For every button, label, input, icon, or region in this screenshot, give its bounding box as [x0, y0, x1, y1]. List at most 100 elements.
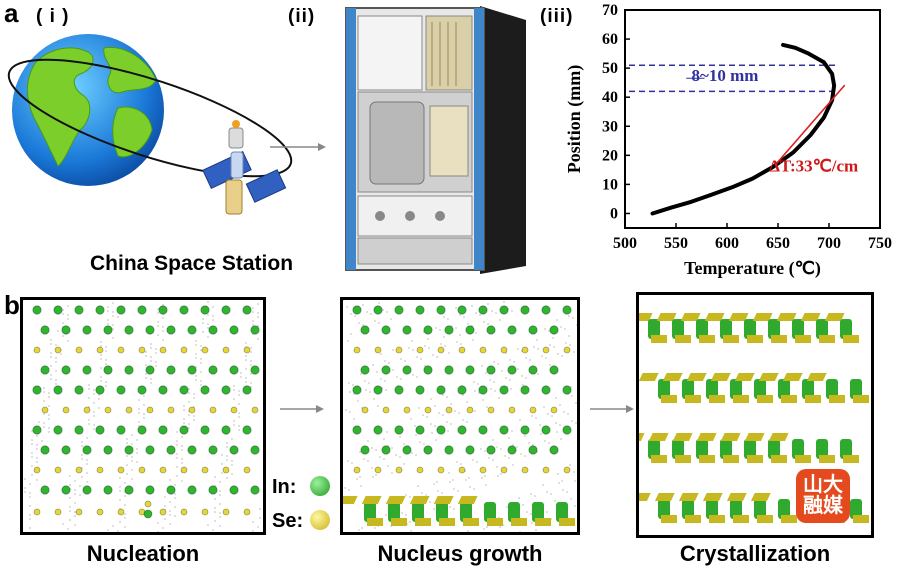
- background-dot: [358, 322, 360, 324]
- in-atom: [373, 425, 383, 435]
- in-column: [412, 502, 424, 522]
- background-dot: [367, 440, 369, 442]
- background-dot: [447, 430, 449, 432]
- background-dot: [250, 373, 252, 375]
- in-atom: [549, 365, 559, 375]
- background-dot: [67, 528, 69, 530]
- se-atom: [500, 466, 508, 474]
- in-column: [850, 499, 862, 519]
- background-dot: [411, 452, 413, 454]
- background-dot: [370, 313, 372, 315]
- background-dot: [55, 383, 57, 385]
- plot-frame: [624, 9, 881, 229]
- background-dot: [544, 328, 546, 330]
- background-dot: [356, 478, 358, 480]
- legend-in-swatch: [310, 476, 330, 496]
- background-dot: [519, 419, 521, 421]
- background-dot: [200, 358, 202, 360]
- in-atom: [415, 305, 425, 315]
- background-dot: [169, 510, 171, 512]
- background-dot: [119, 521, 121, 523]
- in-atom: [541, 305, 551, 315]
- in-atom: [528, 325, 538, 335]
- background-dot: [384, 380, 386, 382]
- in-atom: [187, 485, 197, 495]
- se-bar: [829, 395, 845, 403]
- in-column: [696, 439, 708, 459]
- in-atom: [562, 305, 572, 315]
- background-dot: [195, 340, 197, 342]
- background-dot: [558, 482, 560, 484]
- background-dot: [112, 311, 114, 313]
- background-dot: [238, 429, 240, 431]
- background-dot: [382, 309, 384, 311]
- background-dot: [568, 315, 570, 317]
- background-dot: [522, 384, 524, 386]
- background-dot: [369, 391, 371, 393]
- in-atom: [32, 305, 42, 315]
- se-atom: [201, 466, 209, 474]
- background-dot: [524, 455, 526, 457]
- background-dot: [31, 439, 33, 441]
- background-dot: [119, 486, 121, 488]
- in-atom: [158, 425, 168, 435]
- background-dot: [74, 502, 76, 504]
- se-bar: [723, 455, 739, 463]
- in-atom: [562, 385, 572, 395]
- background-dot: [250, 347, 252, 349]
- background-dot: [575, 422, 577, 424]
- background-dot: [531, 522, 533, 524]
- background-dot: [24, 478, 26, 480]
- background-dot: [233, 398, 235, 400]
- background-dot: [516, 446, 518, 448]
- background-dot: [169, 514, 171, 516]
- in-atom: [61, 325, 71, 335]
- se-atom: [138, 346, 146, 354]
- legend: In: Se:: [272, 476, 338, 536]
- background-dot: [462, 419, 464, 421]
- background-dot: [100, 376, 102, 378]
- background-dot: [391, 447, 393, 449]
- background-dot: [482, 399, 484, 401]
- in-atom: [486, 325, 496, 335]
- se-bar: [651, 335, 667, 343]
- background-dot: [157, 334, 159, 336]
- background-dot: [416, 356, 418, 358]
- background-dot: [360, 485, 362, 487]
- background-dot: [155, 365, 157, 367]
- in-atom: [352, 305, 362, 315]
- background-dot: [157, 321, 159, 323]
- background-dot: [385, 389, 387, 391]
- background-dot: [371, 467, 373, 469]
- in-atom: [423, 325, 433, 335]
- background-dot: [157, 312, 159, 314]
- background-dot: [183, 418, 185, 420]
- background-dot: [124, 495, 126, 497]
- in-atom: [478, 425, 488, 435]
- background-dot: [437, 490, 439, 492]
- se-bar: [680, 313, 701, 321]
- background-dot: [226, 442, 228, 444]
- background-dot: [348, 489, 350, 491]
- background-dot: [550, 493, 552, 495]
- background-dot: [409, 496, 411, 498]
- background-dot: [557, 473, 559, 475]
- background-dot: [257, 303, 259, 305]
- background-dot: [486, 526, 488, 528]
- se-bar: [819, 455, 835, 463]
- background-dot: [238, 394, 240, 396]
- background-dot: [245, 355, 247, 357]
- in-atom: [465, 365, 475, 375]
- background-dot: [29, 518, 31, 520]
- se-bar: [744, 433, 765, 441]
- background-dot: [188, 414, 190, 416]
- background-dot: [43, 391, 45, 393]
- se-bar: [343, 496, 358, 504]
- in-atom: [360, 365, 370, 375]
- se-bar: [656, 313, 677, 321]
- in-atom: [381, 445, 391, 455]
- background-dot: [88, 419, 90, 421]
- background-dot: [344, 487, 346, 489]
- background-dot: [48, 418, 50, 420]
- background-dot: [346, 306, 348, 308]
